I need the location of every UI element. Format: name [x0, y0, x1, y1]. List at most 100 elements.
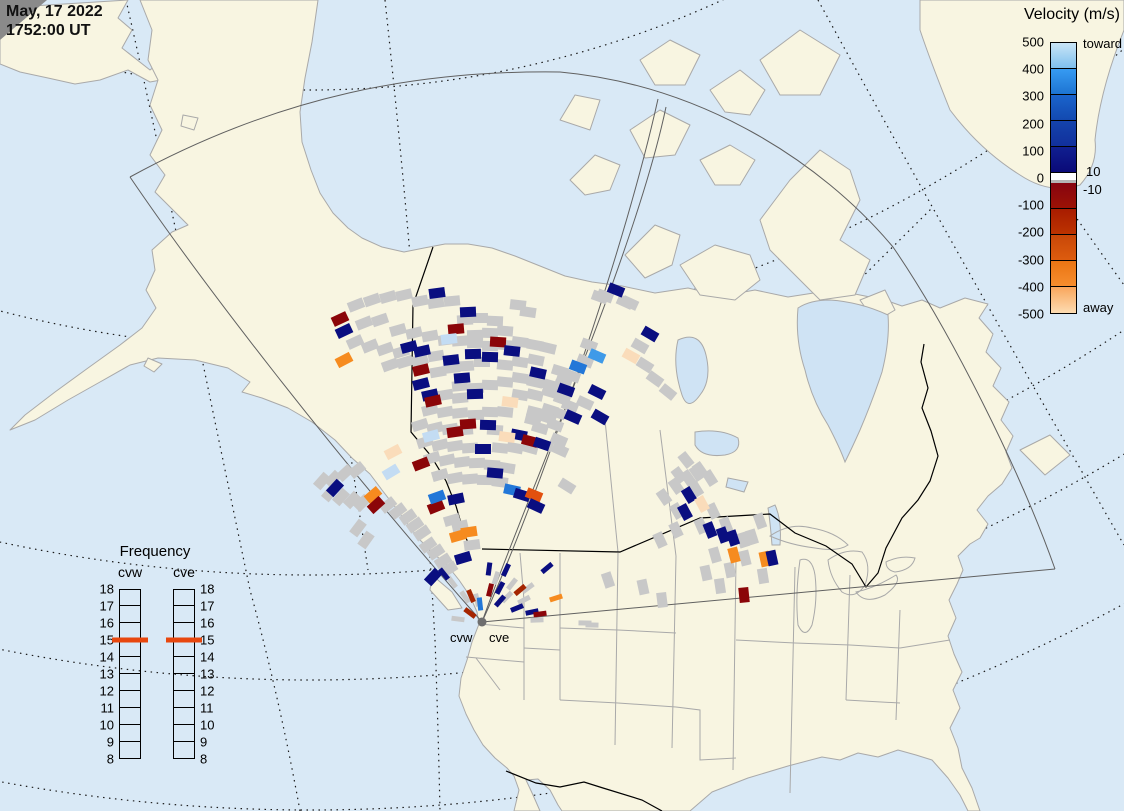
echo-cell: [668, 521, 684, 539]
time-text: 1752:00 UT: [6, 22, 91, 39]
echo-cell: [575, 395, 595, 411]
echo-cell: [738, 549, 752, 567]
echo-cell: [466, 388, 484, 400]
echo-cell: [375, 341, 395, 357]
echo-cell: [453, 372, 471, 384]
echo-cell: [421, 403, 439, 417]
echo-cell: [442, 354, 460, 366]
echo-cell: [715, 526, 731, 544]
echo-cell: [512, 487, 532, 503]
echo-cell: [587, 383, 607, 401]
echo-cell: [677, 451, 695, 469]
echo-cell: [421, 329, 439, 343]
colorbar-tick-label: 400: [1022, 61, 1044, 77]
frequency-col-cve: cve: [173, 564, 195, 580]
state-borders: [465, 419, 951, 794]
echo-cell: [718, 516, 734, 534]
echo-cell: [519, 305, 537, 319]
echo-cell: [557, 477, 577, 495]
colorbar-segment: [1051, 287, 1076, 313]
map-label-cvw: cvw: [450, 630, 473, 645]
echo-cell: [491, 476, 509, 488]
fov-southeast-edge: [481, 568, 1056, 623]
echo-cell: [412, 377, 430, 391]
echo-cell: [550, 442, 570, 458]
fov-west-edge: [129, 176, 483, 623]
frequency-tick-label: 18: [200, 581, 215, 597]
colorbar-segment: [1051, 235, 1076, 261]
echo-cell: [395, 288, 413, 302]
echo-cell: [481, 406, 499, 418]
frequency-tick-label: 12: [200, 683, 215, 699]
echo-cell: [587, 348, 607, 364]
echo-cell: [426, 543, 446, 561]
echo-cell: [424, 394, 442, 408]
echo-cell: [635, 356, 655, 374]
echo-cell: [334, 351, 354, 369]
frequency-cell: [173, 657, 195, 674]
frequency-tick-label: 12: [99, 683, 114, 699]
echo-cell: [485, 562, 493, 576]
echo-cell: [496, 359, 514, 371]
echo-cell: [498, 430, 516, 444]
echo-cell: [325, 478, 345, 498]
echo-cell: [670, 465, 688, 485]
frequency-cell: [119, 708, 141, 725]
echo-cell: [481, 379, 499, 391]
echo-cell: [481, 327, 499, 339]
echo-cell: [453, 456, 471, 468]
echo-cell: [346, 297, 366, 313]
echo-cell: [549, 593, 563, 603]
echo-cell: [590, 289, 610, 305]
echo-cell: [655, 487, 673, 507]
echo-cell: [526, 388, 544, 402]
echo-cell: [552, 391, 572, 407]
colorbar-tick-label: -200: [1017, 224, 1044, 240]
echo-cell: [459, 418, 477, 430]
echo-cell: [486, 315, 504, 327]
frequency-tick-label: 10: [200, 717, 215, 733]
echo-cell: [725, 529, 741, 547]
echo-cell: [738, 587, 750, 603]
echo-cell: [436, 405, 454, 419]
echo-cell: [345, 334, 365, 350]
echo-cell: [540, 561, 554, 575]
frequency-cell: [119, 674, 141, 691]
echo-cell: [418, 536, 438, 554]
frequency-tick-label: 15: [200, 632, 215, 648]
echo-cell: [330, 311, 350, 327]
frequency-cell: [173, 725, 195, 742]
echo-cell: [360, 338, 380, 354]
echo-cell: [395, 354, 415, 370]
echo-cell: [496, 376, 514, 388]
echo-cell: [446, 471, 464, 485]
echo-cell: [563, 409, 583, 425]
colorbar-segment: [1051, 183, 1076, 209]
echo-cell: [489, 336, 507, 348]
frequency-tick-label: 10: [99, 717, 114, 733]
away-label: away: [1083, 300, 1114, 315]
echo-cell: [752, 512, 768, 530]
echo-cell: [485, 583, 495, 597]
echo-cell: [378, 496, 398, 514]
island-qe6: [709, 69, 766, 116]
echo-cell: [421, 429, 441, 443]
echo-cell: [530, 617, 544, 623]
echo-cell: [713, 577, 727, 595]
echo-cell: [765, 549, 779, 567]
frequency-legend-title: Frequency: [119, 543, 191, 560]
echo-cell: [688, 463, 706, 483]
echo-cell: [405, 516, 425, 534]
echo-cell: [366, 495, 386, 515]
echo-cell: [694, 495, 710, 513]
echo-cell: [727, 546, 741, 564]
echo-cell: [461, 473, 479, 485]
echo-cell: [383, 443, 403, 461]
echo-cell: [486, 467, 504, 479]
echo-cell: [556, 382, 576, 398]
echo-cell: [652, 531, 668, 549]
echo-cell: [423, 567, 443, 587]
echo-cell: [511, 355, 529, 369]
echo-cell: [398, 508, 418, 526]
frequency-tick-label: 8: [200, 751, 208, 767]
